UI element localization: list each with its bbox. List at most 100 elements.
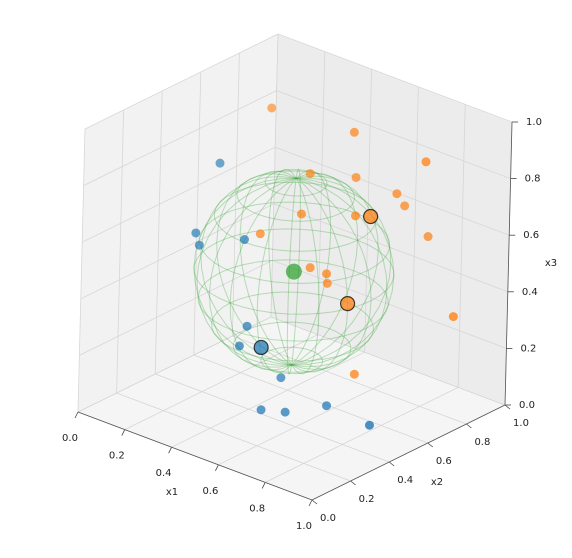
x3-tick-label: 0.0 bbox=[519, 400, 535, 411]
x1-tick bbox=[168, 447, 172, 454]
grid-line bbox=[193, 354, 428, 444]
point bbox=[215, 158, 225, 168]
x1-tick bbox=[261, 482, 266, 489]
point bbox=[448, 312, 458, 322]
sphere-wire bbox=[211, 291, 374, 362]
point bbox=[363, 208, 379, 225]
point bbox=[194, 240, 204, 250]
x2-tick bbox=[504, 404, 511, 410]
x2-tick bbox=[350, 480, 356, 486]
point bbox=[349, 369, 359, 379]
sphere-wire bbox=[291, 168, 301, 366]
point bbox=[349, 127, 359, 137]
sphere-wire bbox=[216, 173, 297, 366]
sphere-wire bbox=[200, 176, 297, 366]
x1-tick-label: 0.6 bbox=[202, 486, 218, 497]
x1-tick-label: 0.0 bbox=[62, 433, 78, 444]
sphere-wire bbox=[264, 169, 328, 197]
x3-axis-label: x3 bbox=[545, 258, 557, 269]
sphere-wire bbox=[199, 201, 391, 284]
point bbox=[267, 103, 277, 113]
point bbox=[253, 339, 269, 356]
grid-line bbox=[155, 373, 390, 463]
x2-tick-label: 0.4 bbox=[397, 475, 413, 486]
grid-line bbox=[272, 260, 507, 349]
x1-axis-label: x1 bbox=[166, 487, 178, 498]
x2-tick-label: 0.8 bbox=[474, 437, 490, 448]
grid-line bbox=[270, 33, 279, 318]
sphere-wire bbox=[256, 177, 297, 373]
grid-line bbox=[116, 392, 351, 482]
point bbox=[351, 172, 361, 182]
sphere-wire bbox=[197, 259, 389, 342]
sphere-wire bbox=[268, 168, 297, 366]
point bbox=[421, 157, 431, 167]
grid-line bbox=[84, 33, 279, 130]
sphere-wire bbox=[239, 170, 297, 366]
x2-axis-label: x2 bbox=[431, 477, 443, 488]
point bbox=[305, 263, 315, 273]
x1-tick bbox=[74, 411, 79, 419]
sphere-wire bbox=[291, 172, 359, 366]
grid-line bbox=[77, 128, 86, 413]
point bbox=[239, 235, 249, 245]
x1-tick bbox=[215, 464, 219, 471]
x2-tick-label: 0.2 bbox=[359, 494, 375, 505]
sphere-wire bbox=[229, 177, 297, 371]
grid-line bbox=[154, 90, 163, 375]
sphere-wire bbox=[286, 178, 297, 375]
x2-tick-label: 1.0 bbox=[513, 418, 529, 429]
x1-tick bbox=[308, 499, 313, 507]
point bbox=[339, 296, 356, 312]
x2-tick bbox=[427, 442, 434, 448]
sphere-wire bbox=[260, 346, 324, 375]
grid-line bbox=[82, 146, 276, 243]
grid-line bbox=[193, 71, 202, 356]
sphere-wire bbox=[236, 170, 356, 222]
point bbox=[423, 232, 433, 242]
sphere-wire bbox=[196, 177, 297, 366]
grid-line bbox=[276, 90, 511, 179]
grid-line bbox=[273, 203, 508, 293]
point bbox=[296, 209, 306, 219]
point bbox=[255, 229, 265, 239]
point bbox=[400, 201, 410, 211]
x2-tick bbox=[311, 499, 318, 505]
point bbox=[256, 405, 266, 415]
point bbox=[392, 189, 402, 199]
x1-tick-label: 0.4 bbox=[156, 468, 172, 479]
point bbox=[280, 407, 290, 417]
grid-line bbox=[80, 203, 274, 300]
sphere-wire bbox=[208, 177, 297, 368]
sphere-wire bbox=[291, 177, 388, 368]
grid-line bbox=[124, 334, 318, 430]
x3-tick-label: 1.0 bbox=[526, 117, 542, 128]
x2-tick bbox=[388, 461, 395, 467]
point bbox=[285, 263, 302, 280]
x3-tick-label: 0.4 bbox=[522, 287, 538, 298]
axis-line bbox=[77, 411, 313, 501]
x1-tick-label: 0.8 bbox=[249, 503, 265, 514]
point bbox=[322, 269, 332, 279]
point bbox=[322, 278, 332, 288]
x2-tick-label: 0.0 bbox=[320, 513, 336, 524]
sphere-wire bbox=[193, 177, 297, 366]
grid-line bbox=[77, 316, 272, 413]
point bbox=[350, 211, 360, 221]
grid-line bbox=[79, 260, 273, 356]
axis-line bbox=[504, 121, 513, 406]
x1-tick-label: 1.0 bbox=[296, 521, 312, 532]
x3-tick-label: 0.6 bbox=[523, 230, 539, 241]
grid-line bbox=[411, 86, 419, 370]
grid-line bbox=[265, 387, 459, 483]
grid-line bbox=[457, 104, 466, 388]
grid-line bbox=[270, 316, 506, 406]
grid-line bbox=[218, 369, 412, 466]
grid-line bbox=[232, 335, 467, 425]
sphere-wire bbox=[291, 177, 372, 370]
point bbox=[234, 341, 244, 351]
grid-line bbox=[232, 52, 240, 337]
sphere-wire bbox=[291, 177, 320, 375]
grid-line bbox=[275, 146, 510, 236]
